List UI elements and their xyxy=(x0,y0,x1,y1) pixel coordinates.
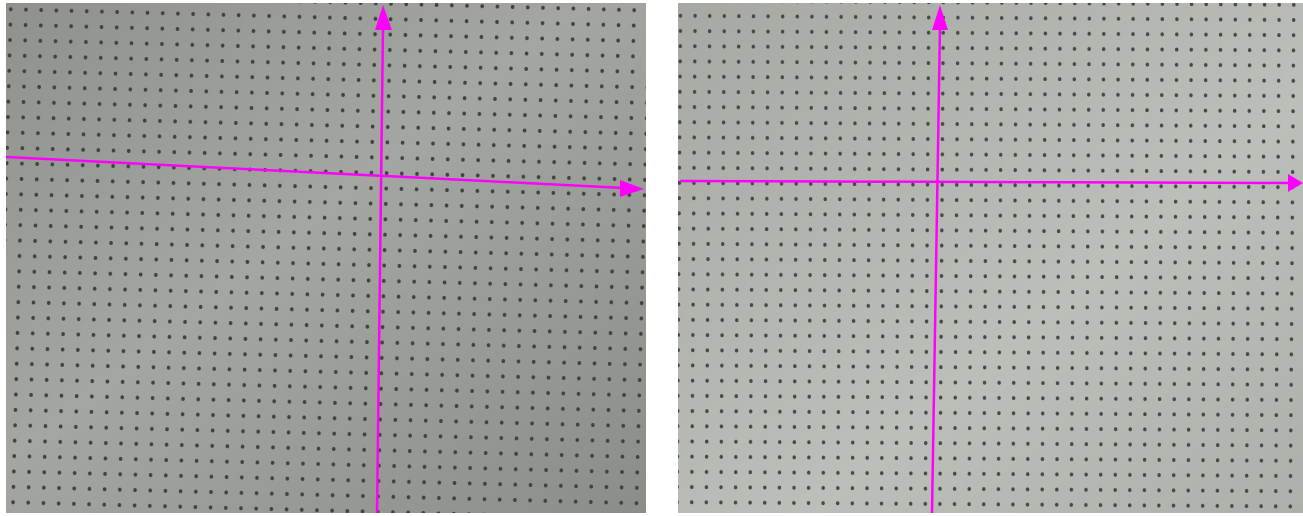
left-photo xyxy=(6,3,646,513)
right-photo xyxy=(678,3,1303,513)
x-axis-line xyxy=(6,155,625,190)
y-axis-arrow xyxy=(932,5,948,30)
y-axis-arrow xyxy=(375,5,392,30)
dot-grid xyxy=(678,3,1303,513)
x-axis-arrow xyxy=(1288,174,1303,192)
x-axis-line xyxy=(679,179,1291,185)
y-axis-line xyxy=(930,25,942,513)
y-axis-line xyxy=(375,25,385,513)
x-axis-arrow xyxy=(620,180,644,197)
dot-grid xyxy=(6,3,646,513)
